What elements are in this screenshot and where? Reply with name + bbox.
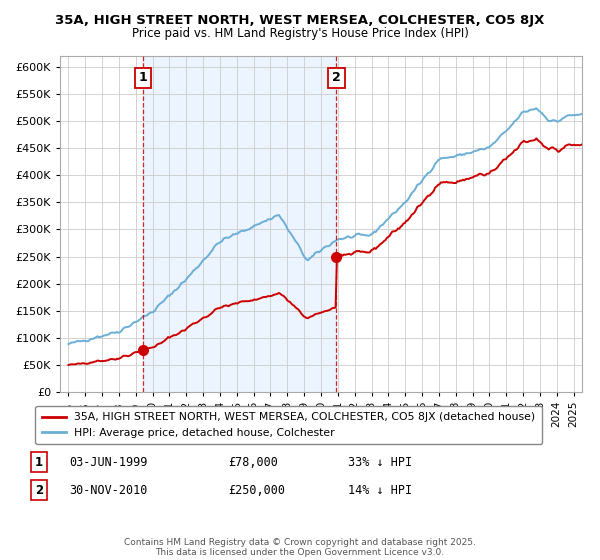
Text: 33% ↓ HPI: 33% ↓ HPI	[348, 455, 412, 469]
Text: 14% ↓ HPI: 14% ↓ HPI	[348, 483, 412, 497]
Bar	[143, 56, 337, 392]
Text: 2: 2	[332, 71, 341, 85]
Text: 1: 1	[35, 455, 43, 469]
Text: 1: 1	[139, 71, 147, 85]
Text: £78,000: £78,000	[228, 455, 278, 469]
Text: £250,000: £250,000	[228, 483, 285, 497]
Text: 03-JUN-1999: 03-JUN-1999	[69, 455, 148, 469]
Text: 35A, HIGH STREET NORTH, WEST MERSEA, COLCHESTER, CO5 8JX: 35A, HIGH STREET NORTH, WEST MERSEA, COL…	[55, 14, 545, 27]
Text: Contains HM Land Registry data © Crown copyright and database right 2025.
This d: Contains HM Land Registry data © Crown c…	[124, 538, 476, 557]
Legend: 35A, HIGH STREET NORTH, WEST MERSEA, COLCHESTER, CO5 8JX (detached house), HPI: : 35A, HIGH STREET NORTH, WEST MERSEA, COL…	[35, 406, 542, 444]
Text: 30-NOV-2010: 30-NOV-2010	[69, 483, 148, 497]
Text: 2: 2	[35, 483, 43, 497]
Text: Price paid vs. HM Land Registry's House Price Index (HPI): Price paid vs. HM Land Registry's House …	[131, 27, 469, 40]
